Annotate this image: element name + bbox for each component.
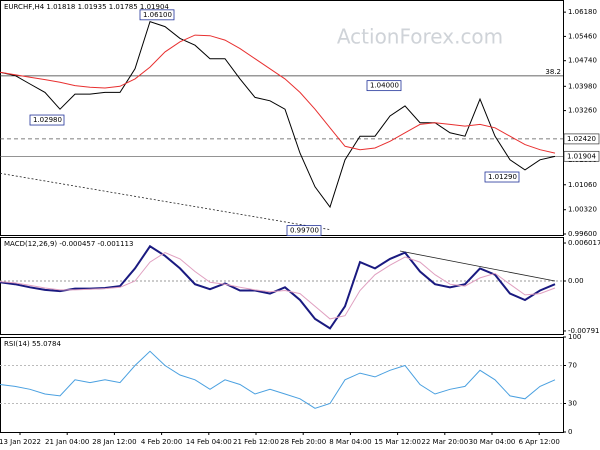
x-tick-label: 6 Apr 12:00 <box>519 438 560 446</box>
callout-label: 1.04000 <box>370 82 399 90</box>
rsi-panel <box>0 337 564 433</box>
rsi-line <box>0 350 556 409</box>
watermark: ActionForex.com <box>337 25 503 49</box>
fib-label: 38.2 <box>545 68 561 76</box>
x-tick-label: 4 Feb 20:00 <box>141 438 182 446</box>
y-tick-label: 1.05460 <box>568 32 597 40</box>
callout-box <box>286 225 322 237</box>
y-tick-label: 1.04740 <box>568 57 597 65</box>
callout-label: 0.99700 <box>290 227 319 235</box>
x-tick-label: 13 Jan 2022 <box>0 438 41 446</box>
level-label: 1.01904 <box>567 152 596 160</box>
y-tick-label: 0.00 <box>568 277 584 285</box>
level-box <box>563 133 600 145</box>
x-tick-label: 28 Feb 20:00 <box>280 438 326 446</box>
callout-box <box>29 114 65 126</box>
x-tick-label: 8 Mar 04:00 <box>329 438 371 446</box>
y-tick-label: 1.01060 <box>568 181 597 189</box>
price-panel <box>0 0 564 236</box>
y-tick-label: 1.03260 <box>568 107 597 115</box>
x-tick-label: 28 Jan 12:00 <box>92 438 136 446</box>
macd-signal <box>0 252 556 320</box>
callout-label: 1.02980 <box>33 116 62 124</box>
x-tick-label: 21 Jan 04:00 <box>45 438 89 446</box>
trendline <box>0 172 331 230</box>
chart-title: EURCHF,H4 1.01818 1.01935 1.01785 1.0190… <box>4 3 169 11</box>
macd-line <box>0 244 556 330</box>
macd-panel <box>0 237 564 335</box>
callout-label: 1.01290 <box>488 173 517 181</box>
x-tick-label: 15 Mar 12:00 <box>374 438 421 446</box>
y-tick-label: 1.00320 <box>568 206 597 214</box>
callout-box <box>484 171 520 183</box>
callout-box <box>366 80 402 92</box>
y-tick-label: 70 <box>568 362 577 370</box>
level-label: 1.02420 <box>567 135 596 143</box>
price-line <box>0 20 556 209</box>
y-tick-label: 0 <box>568 428 572 436</box>
callout-box <box>139 9 175 21</box>
y-tick-label: 0.006017 <box>568 239 600 247</box>
y-tick-label: 1.03980 <box>568 82 597 90</box>
y-tick-label: 100 <box>568 333 581 341</box>
trendline <box>399 250 556 282</box>
x-tick-label: 30 Mar 04:00 <box>469 438 516 446</box>
x-tick-label: 22 Mar 20:00 <box>421 438 468 446</box>
callout-label: 1.06100 <box>143 11 172 19</box>
y-tick-label: 0.99600 <box>568 230 597 238</box>
x-tick-label: 14 Feb 04:00 <box>186 438 232 446</box>
rsi-title: RSI(14) 55.0784 <box>4 340 61 348</box>
moving-average <box>0 34 556 154</box>
y-tick-label: 30 <box>568 400 577 408</box>
macd-title: MACD(12,26,9) -0.000457 -0.001113 <box>4 240 133 248</box>
x-tick-label: 21 Feb 12:00 <box>233 438 279 446</box>
level-box <box>563 150 600 162</box>
y-tick-label: 1.06180 <box>568 8 597 16</box>
